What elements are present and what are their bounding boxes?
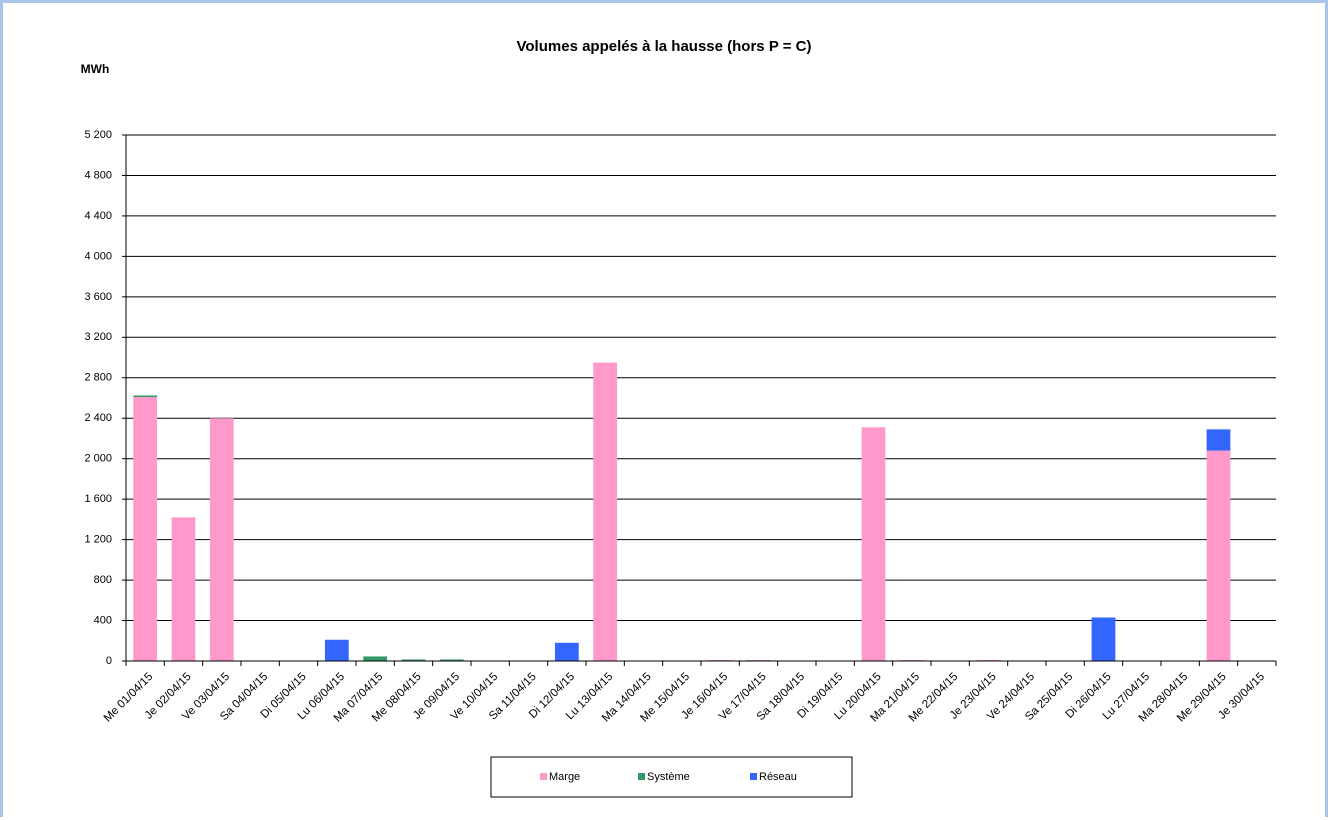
y-tick-label: 0 — [106, 655, 112, 667]
bar-segment — [593, 362, 618, 661]
legend-swatch — [540, 773, 547, 780]
y-tick-label: 2 800 — [84, 372, 112, 384]
y-tick-label: 800 — [94, 574, 112, 586]
y-tick-label: 4 000 — [84, 250, 112, 262]
bar-segment — [133, 396, 158, 661]
y-tick-label: 400 — [94, 614, 112, 626]
y-tick-label: 2 000 — [84, 453, 112, 465]
y-axis-label: MWh — [81, 62, 110, 76]
y-tick-label: 2 400 — [84, 412, 112, 424]
y-tick-label: 1 200 — [84, 534, 112, 546]
legend-box — [490, 756, 853, 798]
bar-segment — [708, 659, 733, 661]
bar-segment — [976, 659, 1001, 661]
y-tick-label: 1 600 — [84, 493, 112, 505]
bar-segment — [1206, 450, 1231, 661]
bar-segment — [209, 418, 234, 661]
y-tick-label: 3 600 — [84, 291, 112, 303]
legend-label: Réseau — [759, 771, 797, 783]
bar-segment — [554, 642, 579, 661]
y-tick-label: 4 800 — [84, 169, 112, 181]
bar-segment — [1206, 429, 1231, 451]
bar-segment — [439, 659, 464, 661]
legend-swatch — [638, 773, 645, 780]
bar-segment — [324, 639, 349, 661]
bar-segment — [171, 517, 196, 661]
y-tick-label: 4 400 — [84, 210, 112, 222]
legend-label: Système — [647, 771, 690, 783]
chart-title: Volumes appelés à la hausse (hors P = C) — [517, 38, 812, 55]
y-tick-label: 5 200 — [84, 129, 112, 141]
bar-segment — [1091, 617, 1116, 661]
bar-segment — [861, 427, 886, 661]
bar-segment — [133, 395, 158, 397]
bar-segment — [899, 659, 924, 661]
legend-swatch — [750, 773, 757, 780]
bar-segment — [746, 659, 771, 661]
bar-segment — [401, 659, 426, 661]
legend-label: Marge — [549, 771, 580, 783]
bar-segment — [363, 656, 388, 661]
y-tick-label: 3 200 — [84, 331, 112, 343]
